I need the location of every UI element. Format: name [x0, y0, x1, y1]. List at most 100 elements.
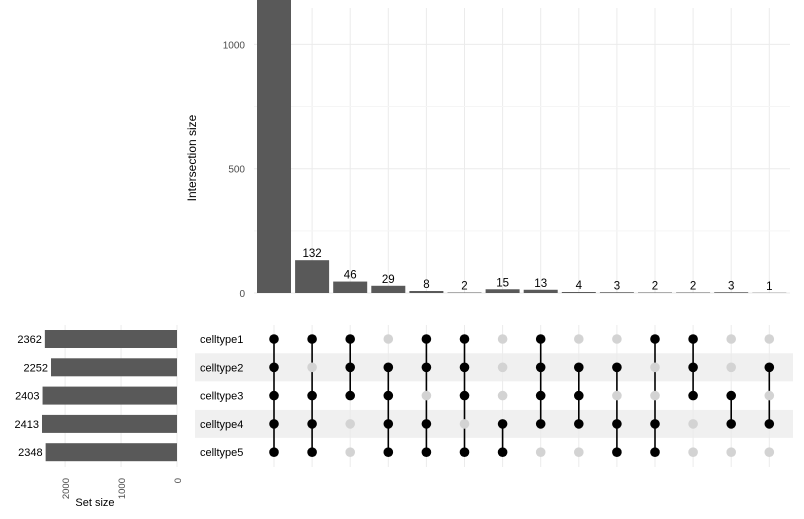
matrix-dot-inactive: [764, 334, 775, 344]
matrix-dot-active: [612, 362, 622, 373]
set-size-label: 2403: [15, 391, 39, 403]
matrix-dot-active: [688, 390, 698, 401]
intersection-bar: [333, 281, 368, 293]
matrix-dot-active: [345, 334, 356, 344]
matrix-dot-active: [650, 334, 660, 344]
matrix-dot-inactive: [764, 390, 775, 401]
matrix-dot-active: [269, 334, 279, 344]
matrix-dot-active: [574, 419, 584, 429]
intersection-bar: [257, 0, 291, 294]
matrix-dot-active: [307, 447, 317, 458]
matrix-dot-active: [307, 334, 317, 344]
set-size-axis-title: Set size: [75, 497, 114, 509]
matrix-dot-inactive: [726, 334, 736, 344]
matrix-dot-inactive: [497, 362, 508, 373]
matrix-dot-inactive: [612, 390, 622, 401]
matrix-dot-inactive: [688, 447, 698, 458]
matrix-dot-active: [497, 447, 508, 458]
matrix-dot-inactive: [345, 419, 356, 429]
intersection-count-label: 13: [534, 278, 547, 290]
matrix-dot-active: [574, 390, 584, 401]
matrix-dot-active: [345, 390, 356, 401]
y-tick-label: 0: [239, 289, 245, 300]
matrix-dot-active: [269, 447, 279, 458]
matrix-dot-active: [459, 362, 470, 373]
matrix-dot-active: [345, 362, 356, 373]
matrix-dot-inactive: [650, 362, 660, 373]
intersection-count-label: 2: [652, 281, 658, 293]
set-size-label: 2252: [24, 362, 48, 374]
matrix-dot-active: [764, 362, 775, 373]
intersection-bar: [295, 260, 330, 293]
intersection-count-label: 2: [461, 281, 467, 293]
matrix-dot-active: [307, 390, 317, 401]
intersection-bar: [485, 289, 520, 293]
matrix-dot-active: [383, 362, 394, 373]
set-size-label: 2348: [18, 447, 42, 459]
matrix-dot-active: [421, 419, 432, 429]
matrix-dot-active: [269, 419, 279, 429]
matrix-row-stripe: [195, 409, 793, 438]
matrix-dot-inactive: [497, 390, 508, 401]
intersection-bar: [714, 292, 749, 293]
y-tick-label: 1000: [223, 40, 246, 51]
set-name-label: celltype1: [200, 334, 243, 346]
matrix-dot-inactive: [574, 447, 584, 458]
matrix-dot-active: [269, 390, 279, 401]
set-name-label: celltype5: [200, 447, 243, 459]
set-size-bar: [42, 386, 177, 405]
matrix-dot-inactive: [726, 362, 736, 373]
intersection-count-label: 3: [728, 280, 734, 292]
intersection-size-axis-title: Intersection size: [185, 114, 199, 201]
matrix-dot-inactive: [459, 419, 470, 429]
matrix-dot-active: [497, 419, 508, 429]
matrix-dot-active: [459, 334, 470, 344]
grid-layer: 0500100015002000: [223, 8, 790, 300]
matrix-dot-inactive: [497, 334, 508, 344]
matrix-dot-active: [650, 419, 660, 429]
set-size-bar: [42, 414, 177, 433]
intersection-bar: [409, 291, 444, 293]
matrix-dot-active: [688, 334, 698, 344]
matrix-dot-inactive: [345, 447, 356, 458]
set-size-label: 2413: [15, 419, 39, 431]
matrix-dot-active: [421, 334, 432, 344]
intersection-count-label: 3: [614, 280, 620, 292]
matrix-dot-active: [307, 419, 317, 429]
matrix-dot-active: [574, 362, 584, 373]
set-size-tick-label: 0: [173, 478, 184, 483]
matrix-dot-active: [535, 390, 546, 401]
matrix-dot-inactive: [650, 390, 660, 401]
matrix-dot-active: [650, 447, 660, 458]
intersection-count-label: 2: [690, 281, 696, 293]
matrix-dot-active: [612, 447, 622, 458]
intersection-count-label: 15: [496, 277, 509, 289]
intersection-bar: [523, 289, 558, 293]
matrix-dot-inactive: [688, 419, 698, 429]
matrix-dot-active: [459, 447, 470, 458]
intersection-count-label: 1: [766, 281, 772, 293]
set-name-label: celltype2: [200, 362, 243, 374]
set-size-bar: [45, 443, 177, 462]
matrix-dot-active: [421, 447, 432, 458]
matrix-dot-inactive: [307, 362, 317, 373]
set-size-bars: 2000 1000 0 2362 2252 2403 2413 2348: [15, 325, 184, 499]
matrix-dot-inactive: [383, 334, 394, 344]
matrix-dot-inactive: [612, 334, 622, 344]
intersection-count-label: 46: [344, 270, 357, 282]
matrix-dot-inactive: [726, 447, 736, 458]
y-tick-label: 500: [228, 165, 245, 176]
set-size-label: 2362: [17, 334, 41, 346]
intersection-bar: [371, 285, 406, 293]
matrix-dot-active: [459, 390, 470, 401]
matrix-dot-inactive: [535, 447, 546, 458]
matrix-dot-active: [535, 419, 546, 429]
matrix-row-stripe: [195, 353, 793, 382]
matrix-dot-active: [383, 447, 394, 458]
matrix-dot-active: [421, 362, 432, 373]
matrix-dot-active: [535, 362, 546, 373]
matrix-dot-active: [383, 419, 394, 429]
intersection-bar: [561, 292, 596, 293]
set-size-bar: [51, 358, 177, 377]
set-size-tick-label: 2000: [61, 478, 72, 499]
